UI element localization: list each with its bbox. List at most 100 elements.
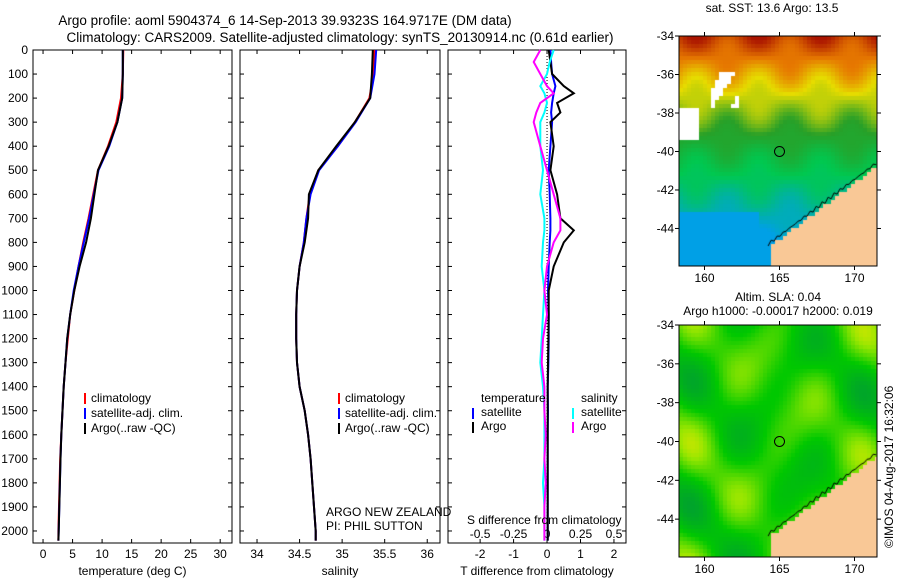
lon-tick-label: 170 [844,562,864,576]
x-axis-label: T difference from climatology [460,564,614,578]
y-tick-label: 700 [8,211,28,225]
y-tick-label: 500 [8,163,28,177]
x-tick-label: 20 [154,547,168,561]
plot-frame [239,49,441,544]
series-line-temperature-argo [546,49,576,541]
lat-tick-label: -34 [657,29,675,43]
y-tick-label: 1700 [1,452,28,466]
annotation-line2: PI: PHIL SUTTON [326,519,423,533]
x-tick-label: 0 [40,547,47,561]
legend-label: Argo [481,419,507,433]
legend-swatch-satellite [84,408,86,419]
temperature-panel: 0100200300400500600700800900100011001200… [1,43,233,578]
y-tick-label: 1500 [1,404,28,418]
y-tick-label: 1900 [1,500,28,514]
map-frame [678,35,878,267]
legend-swatch-s-satellite [572,408,574,419]
legend-label: Argo [581,419,607,433]
legend-label: Argo(..raw -QC) [91,421,176,435]
lat-tick-label: -36 [657,67,675,81]
series-line-climatology [295,49,376,541]
x-tick-label: 10 [95,547,109,561]
series-line-salinity-argo [532,49,562,541]
y-tick-label: 1800 [1,476,28,490]
sla-map-title1: Altim. SLA: 0.04 [735,290,821,304]
x2-tick-label: 0.5 [606,527,623,541]
y-tick-label: 1600 [1,428,28,442]
title-line1: Argo profile: aoml 5904374_6 14-Sep-2013… [58,13,511,28]
series-line-satellite-adj-clim- [295,49,378,541]
y-tick-label: 900 [8,259,28,273]
plot-frame [32,49,233,544]
legend-label: satellite-adj. clim. [345,406,437,420]
lat-tick-label: -42 [657,183,675,197]
difference-legend: temperature salinity satellite Argo sate… [472,391,622,433]
x-tick-label: 2 [611,547,618,561]
legend-swatch-climatology [338,393,340,404]
y-tick-label: 200 [8,91,28,105]
float-position-marker [774,145,785,157]
plot-frame [447,49,627,544]
x-tick-label: -2 [475,547,486,561]
y-tick-label: 800 [8,235,28,249]
x-tick-label: 0 [544,547,551,561]
y-tick-label: 1100 [2,308,28,322]
lat-tick-label: -38 [657,106,675,120]
x2-tick-label: -0.5 [470,527,491,541]
y-tick-label: 2000 [1,524,28,538]
series-line-argo-raw-qc- [57,50,124,541]
x-tick-label: 30 [214,547,228,561]
map-frame [678,324,878,558]
lat-tick-label: -38 [657,396,675,410]
y-tick-label: 100 [8,67,28,81]
sst-map-title: sat. SST: 13.6 Argo: 13.5 [706,1,839,15]
lat-tick-label: -34 [657,318,675,332]
x-tick-label: 35.5 [373,547,397,561]
lon-tick-label: 165 [769,562,789,576]
s-diff-axis-label: S difference from climatology [467,513,622,527]
legend-swatch-t-satellite [472,408,474,419]
sla-map-title2: Argo h1000: -0.00017 h2000: 0.019 [683,304,873,318]
legend-swatch-argo [338,423,340,434]
x-tick-label: 34 [250,547,264,561]
lon-tick-label: 170 [844,271,864,285]
lat-tick-label: -40 [657,434,675,448]
lon-tick-label: 165 [769,271,789,285]
salinity-legend: climatology satellite-adj. clim. Argo(..… [338,391,437,435]
temperature-legend: climatology satellite-adj. clim. Argo(..… [84,391,183,435]
sst-map [679,36,877,266]
title-line2: Climatology: CARS2009. Satellite-adjuste… [66,30,613,45]
x-tick-label: 15 [125,547,139,561]
y-tick-label: 1400 [1,380,28,394]
x-tick-label: -1 [508,547,519,561]
sla-map [679,325,877,557]
x2-tick-label: 0.25 [569,527,593,541]
x-tick-label: 35 [335,547,349,561]
legend-header-temperature: temperature [481,391,546,405]
x-tick-label: 25 [184,547,198,561]
lat-tick-label: -44 [657,221,675,235]
legend-label: satellite [581,405,622,419]
legend-swatch-climatology [84,393,86,404]
x-tick-label: 1 [577,547,584,561]
x-tick-label: 34.5 [288,547,312,561]
legend-swatch-t-argo [472,422,474,433]
series-line-climatology [57,49,125,541]
legend-label: climatology [345,391,405,405]
annotation-line1: ARGO NEW ZEALAND [326,505,452,519]
legend-swatch-argo [84,423,86,434]
legend-label: satellite-adj. clim. [91,406,183,420]
x-axis-label: salinity [322,564,359,578]
y-tick-label: 1200 [1,332,28,346]
x-axis-label: temperature (deg C) [78,564,186,578]
y-tick-label: 1000 [1,283,28,297]
float-position-marker [774,435,785,447]
x2-tick-label: -0.25 [500,527,528,541]
lon-tick-label: 160 [694,271,714,285]
lat-tick-label: -36 [657,357,675,371]
legend-swatch-s-argo [572,422,574,433]
x-tick-label: 36 [421,547,435,561]
legend-label: climatology [91,391,151,405]
